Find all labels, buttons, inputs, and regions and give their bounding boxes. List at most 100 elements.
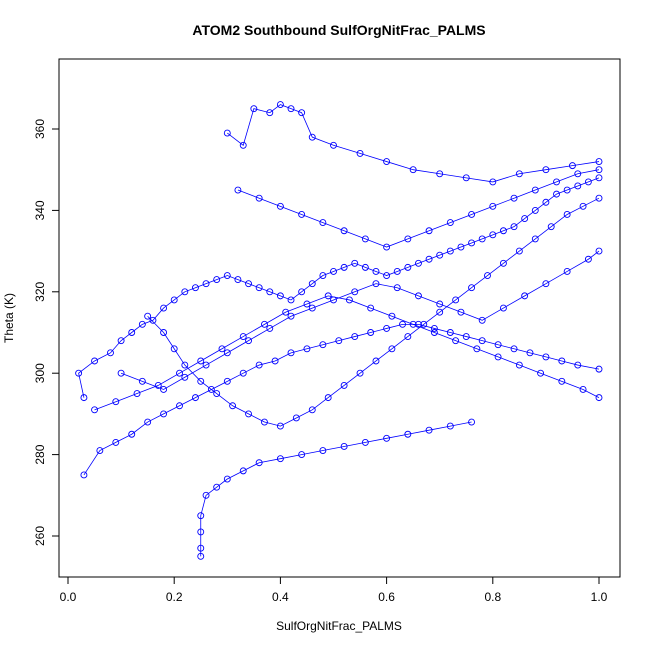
data-point bbox=[197, 552, 205, 560]
data-point bbox=[531, 186, 539, 194]
data-point bbox=[436, 251, 444, 259]
data-point bbox=[574, 361, 582, 369]
data-series bbox=[223, 101, 603, 186]
data-point bbox=[319, 272, 327, 279]
data-point bbox=[245, 337, 252, 345]
data-point bbox=[531, 206, 539, 214]
data-point bbox=[292, 414, 300, 422]
data-point bbox=[340, 443, 348, 450]
data-point bbox=[584, 255, 592, 263]
data-point bbox=[462, 333, 470, 341]
x-tick-label: 1.0 bbox=[591, 590, 608, 604]
data-point bbox=[537, 369, 545, 377]
data-point bbox=[494, 341, 502, 349]
data-point bbox=[223, 475, 231, 483]
data-point bbox=[388, 312, 396, 320]
data-point bbox=[547, 223, 555, 231]
series-line bbox=[83, 323, 600, 476]
data-point bbox=[197, 377, 205, 385]
data-point bbox=[261, 320, 268, 328]
data-series bbox=[80, 320, 603, 479]
data-point bbox=[298, 211, 306, 218]
series-line bbox=[237, 169, 600, 248]
data-point bbox=[356, 369, 364, 377]
data-point bbox=[107, 349, 114, 357]
data-point bbox=[282, 308, 290, 316]
data-point bbox=[207, 386, 215, 393]
data-point bbox=[298, 451, 306, 459]
data-point bbox=[468, 418, 476, 426]
data-point bbox=[255, 284, 263, 292]
data-point bbox=[542, 198, 550, 206]
data-point bbox=[361, 263, 369, 271]
data-point bbox=[430, 324, 438, 332]
data-point bbox=[229, 402, 237, 410]
data-point bbox=[345, 296, 353, 304]
data-point bbox=[112, 438, 120, 446]
data-point bbox=[351, 288, 359, 296]
data-point bbox=[276, 292, 284, 300]
data-point bbox=[468, 284, 476, 292]
data-point bbox=[160, 304, 168, 312]
data-point bbox=[526, 349, 534, 357]
data-point bbox=[494, 353, 502, 361]
data-point bbox=[340, 381, 348, 389]
data-point bbox=[489, 231, 497, 239]
data-point bbox=[181, 288, 189, 296]
data-point bbox=[308, 133, 316, 141]
data-point bbox=[117, 369, 125, 377]
data-point bbox=[117, 337, 125, 345]
data-point bbox=[287, 312, 295, 320]
data-point bbox=[478, 316, 486, 324]
series-line bbox=[78, 177, 600, 398]
data-point bbox=[372, 357, 380, 365]
data-point bbox=[271, 357, 279, 365]
y-tick-label: 340 bbox=[33, 200, 47, 220]
data-point bbox=[91, 357, 99, 365]
data-point bbox=[404, 333, 412, 341]
data-point bbox=[553, 190, 560, 198]
series-line bbox=[227, 104, 600, 183]
x-tick-label: 0.8 bbox=[484, 590, 501, 604]
data-point bbox=[351, 259, 359, 267]
data-point bbox=[287, 296, 295, 304]
x-tick-label: 0.2 bbox=[166, 590, 183, 604]
data-point bbox=[510, 194, 518, 202]
data-point bbox=[149, 316, 157, 324]
data-point bbox=[499, 304, 507, 312]
data-point bbox=[181, 373, 189, 381]
data-point bbox=[160, 410, 168, 418]
data-point bbox=[383, 158, 391, 166]
data-point bbox=[133, 390, 141, 397]
data-point bbox=[383, 243, 391, 251]
data-point bbox=[128, 430, 136, 438]
series-line bbox=[147, 197, 600, 427]
data-point bbox=[409, 320, 417, 328]
data-point bbox=[446, 219, 454, 227]
data-point bbox=[340, 263, 348, 271]
data-point bbox=[324, 292, 332, 300]
data-point bbox=[202, 361, 210, 369]
data-point bbox=[218, 345, 226, 353]
y-tick-label: 300 bbox=[33, 363, 47, 383]
data-point bbox=[446, 422, 454, 430]
data-point bbox=[595, 247, 603, 255]
data-point bbox=[446, 329, 454, 336]
data-point bbox=[404, 263, 412, 271]
data-point bbox=[202, 280, 210, 288]
data-point bbox=[415, 320, 422, 328]
data-point bbox=[191, 394, 199, 402]
plot-area bbox=[75, 101, 603, 560]
x-axis: 0.0 0.2 0.4 0.6 0.8 1.0 bbox=[60, 577, 608, 604]
data-point bbox=[409, 166, 417, 174]
data-point bbox=[197, 512, 205, 520]
data-point bbox=[319, 447, 327, 454]
data-point bbox=[223, 349, 231, 357]
data-point bbox=[239, 369, 247, 377]
data-point bbox=[144, 312, 152, 320]
data-point bbox=[531, 235, 539, 243]
data-point bbox=[457, 308, 465, 316]
data-point bbox=[372, 268, 380, 275]
data-point bbox=[515, 361, 523, 369]
